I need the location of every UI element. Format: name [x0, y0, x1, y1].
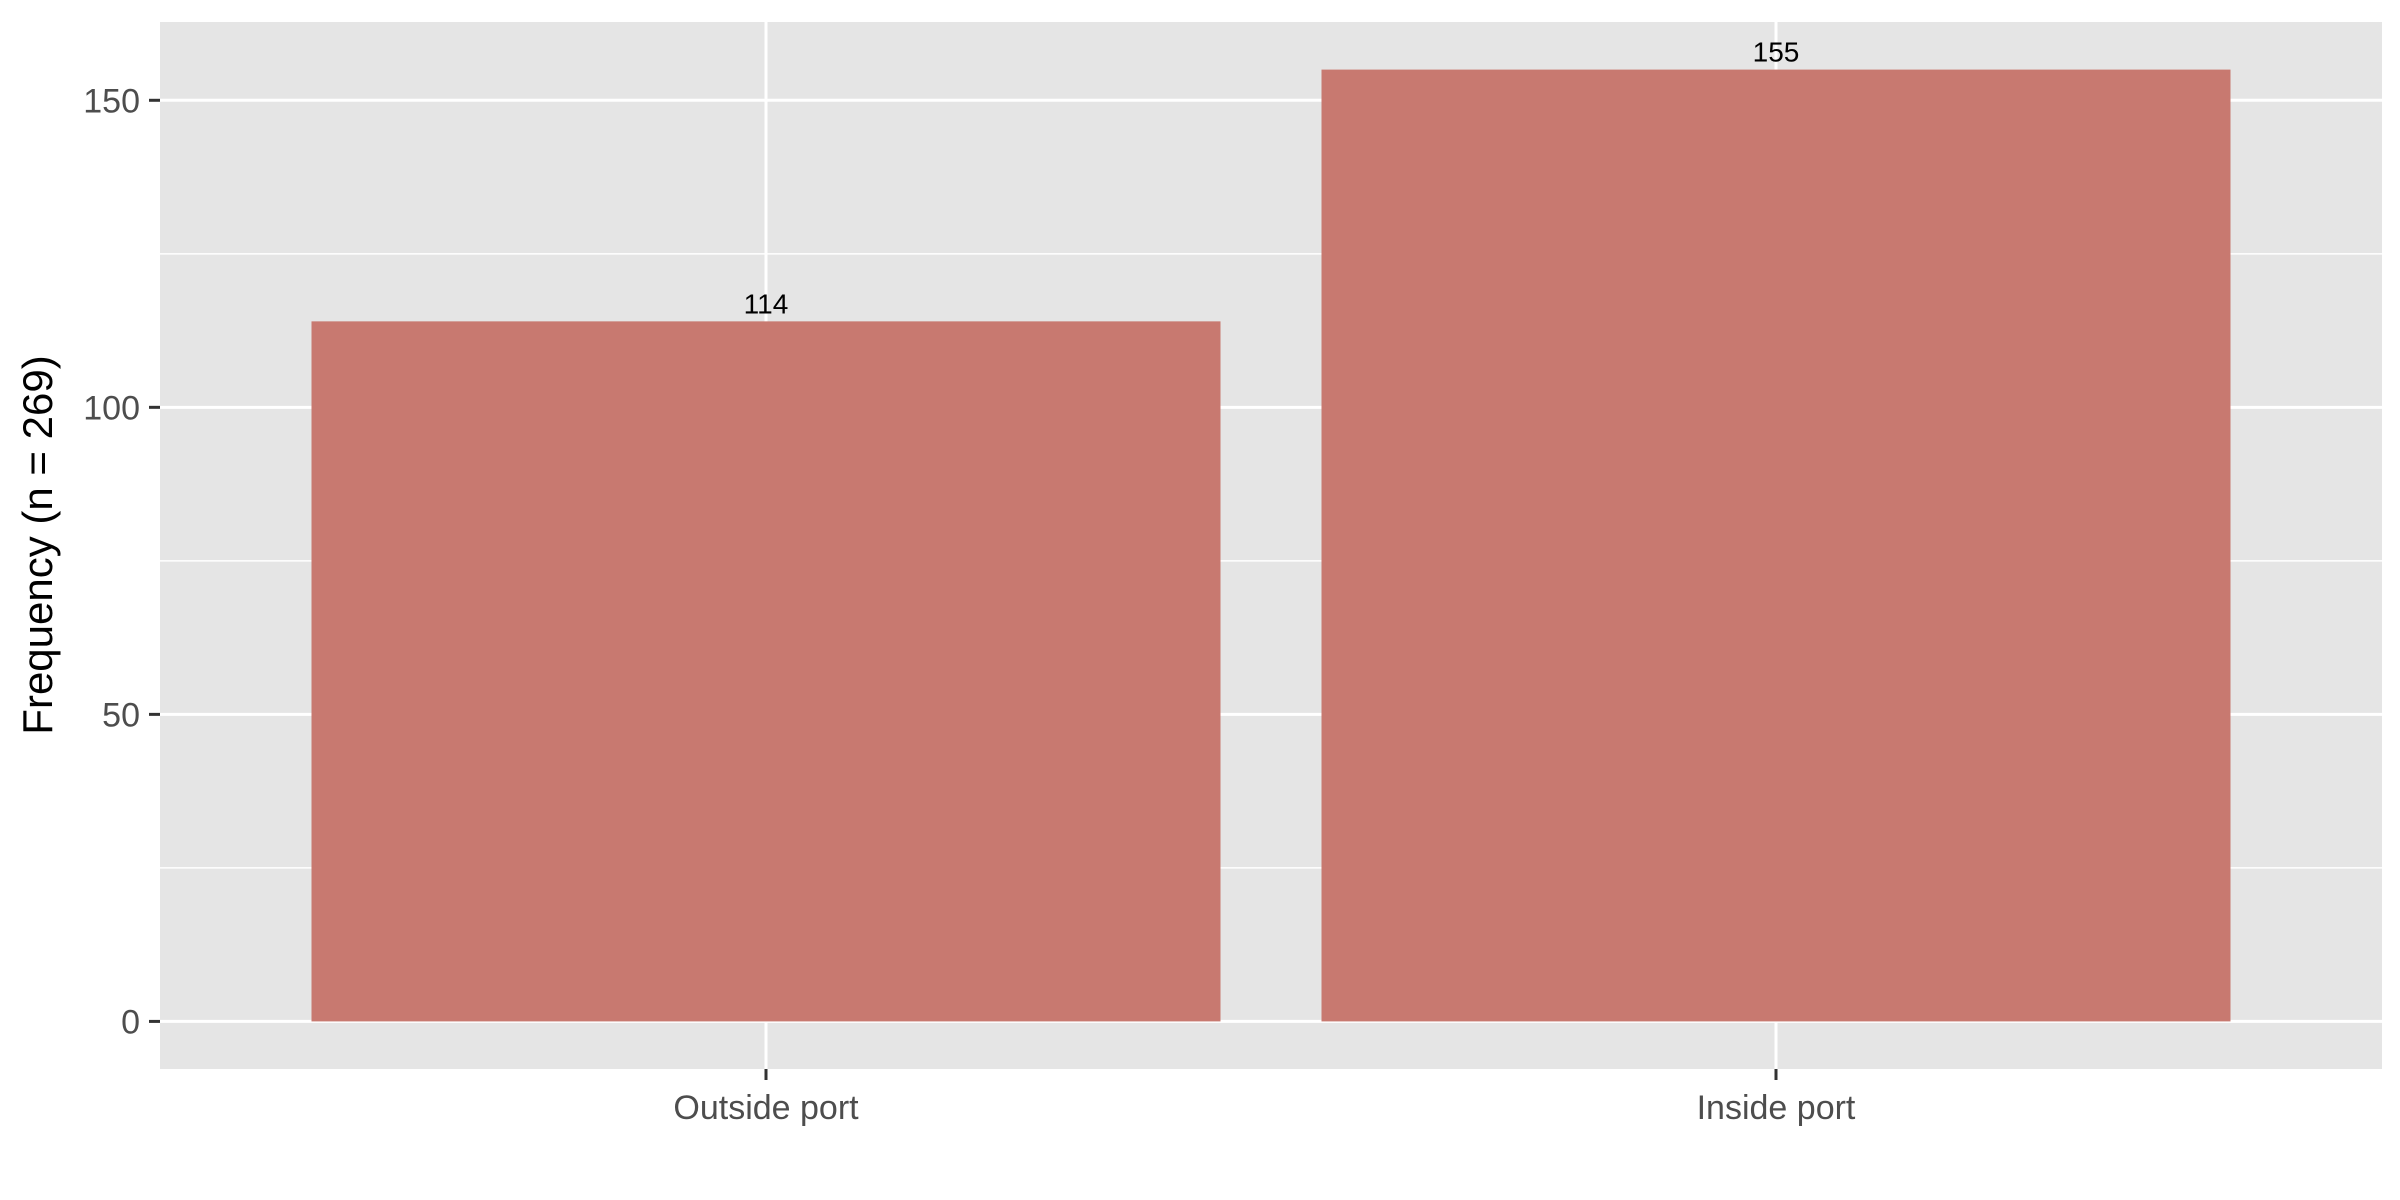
- y-tick-label: 50: [102, 696, 140, 734]
- bar-inside-port: [1321, 69, 2231, 1022]
- data-labels: 114 155: [744, 37, 1800, 320]
- y-axis-title: Frequency (n = 269): [14, 355, 61, 734]
- y-tick-label: 100: [83, 389, 140, 427]
- data-label: 155: [1753, 37, 1800, 68]
- y-tick-label: 0: [121, 1003, 140, 1041]
- x-tick-label: Inside port: [1697, 1089, 1856, 1127]
- bar-outside-port: [311, 321, 1221, 1022]
- y-tick-label: 150: [83, 82, 140, 120]
- bars: [311, 69, 2231, 1022]
- x-axis: Outside port Inside port: [673, 1069, 1856, 1127]
- y-axis: 0 50 100 150: [83, 82, 160, 1041]
- x-tick-label: Outside port: [673, 1089, 859, 1127]
- data-label: 114: [744, 288, 789, 319]
